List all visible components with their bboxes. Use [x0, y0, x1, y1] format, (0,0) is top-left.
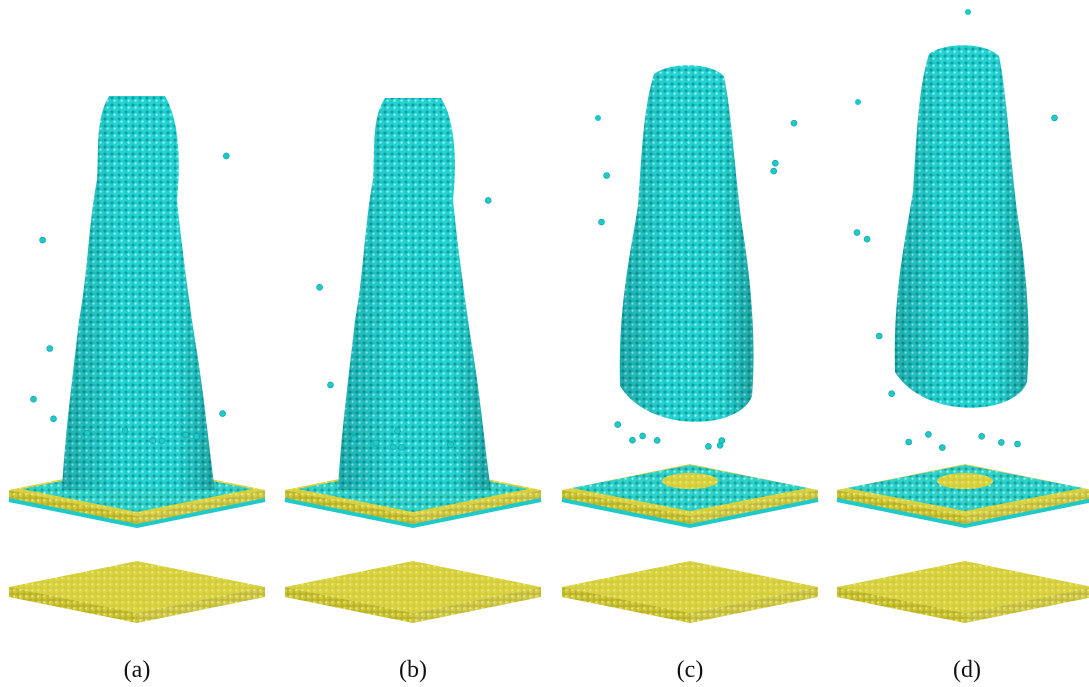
- panel-d-stray-atom: [925, 431, 932, 438]
- panel-d: [836, 45, 1089, 623]
- panel-c-stray-atom: [639, 432, 646, 440]
- panel-c-lower-substrate: [562, 561, 818, 623]
- panel-a-lower-substrate: [9, 561, 265, 623]
- panel-a-stray-atom: [158, 437, 166, 445]
- panel-a-stray-atom: [223, 152, 230, 160]
- panel-label-b: (b): [399, 657, 427, 683]
- panel-a-column-shade: [62, 96, 215, 490]
- panel-c-stray-atom: [770, 167, 778, 175]
- panel-d-stray-atom: [997, 439, 1005, 446]
- panel-b-stray-atom: [372, 439, 380, 447]
- panel-b-upper-substrate-right-face: [413, 490, 541, 526]
- panel-b-stray-atom: [447, 441, 454, 448]
- panel-b-stray-atom: [394, 427, 401, 435]
- panels-group: [8, 9, 1089, 623]
- panel-d-stray-atom: [1014, 440, 1021, 448]
- panel-a-stray-atom: [46, 345, 54, 352]
- panel-d-stray-atom: [888, 390, 896, 398]
- panel-a-lower-substrate-left-face: [9, 587, 137, 623]
- stray-atom-c-left: [595, 115, 601, 121]
- panel-a: [8, 96, 266, 623]
- panel-d-upper-substrate-right-face: [965, 490, 1089, 526]
- panel-a-stray-atom: [219, 410, 226, 417]
- panel-b-stray-atom: [389, 443, 397, 451]
- panel-c: [561, 65, 819, 623]
- panel-a-upper-substrate-right-face: [137, 490, 265, 526]
- panel-c-upper-substrate-right-face: [690, 490, 818, 526]
- panel-c-column-shade: [619, 65, 754, 422]
- panel-b-stray-atom: [350, 435, 358, 442]
- panel-b-lower-substrate-right-face: [413, 587, 541, 623]
- panel-d-stray-atom: [863, 235, 871, 243]
- panel-b-lower-substrate-top-face: [285, 561, 541, 613]
- panel-label-d: (d): [953, 657, 981, 683]
- panel-c-stray-atom: [629, 436, 636, 444]
- panel-b-upper-substrate-left-face: [285, 490, 413, 526]
- panel-d-upper-substrate-left-face: [837, 490, 965, 526]
- panel-b-stray-atom: [484, 197, 492, 204]
- panel-d-lower-substrate: [837, 561, 1089, 623]
- panel-b-stray-atom: [327, 381, 334, 389]
- panel-c-lower-substrate-right-face: [690, 587, 818, 623]
- panel-b-stray-atom: [398, 444, 406, 451]
- panel-b-lower-substrate-left-face: [285, 587, 413, 623]
- panel-b-stray-atom: [316, 283, 323, 291]
- panel-b-upper-substrate-atom-rim: [284, 498, 542, 529]
- panel-c-stray-atom: [771, 159, 779, 167]
- panel-a-stray-atom: [193, 433, 200, 440]
- panel-c-stray-atom: [718, 437, 726, 444]
- panel-c-stray-atom: [705, 443, 712, 450]
- panel-c-film-hole: [662, 473, 718, 489]
- panel-d-upper-substrate-atom-rim: [836, 498, 1089, 529]
- panel-c-stray-atom: [653, 437, 661, 444]
- panel-d-lower-substrate-top-face: [837, 561, 1089, 613]
- panel-d-stray-atom: [875, 332, 883, 340]
- panel-d-lower-substrate-left-face: [837, 587, 965, 623]
- panel-d-column-shade: [894, 45, 1029, 408]
- panel-a-lower-substrate-top-face: [9, 561, 265, 613]
- panel-d-lower-substrate-right-face: [965, 587, 1089, 623]
- panel-c-stray-atom: [603, 172, 610, 179]
- panel-label-a: (a): [123, 657, 151, 683]
- panel-b-lower-substrate: [285, 561, 541, 623]
- panel-a-stray-atom: [121, 427, 129, 435]
- panel-label-c: (c): [676, 657, 704, 683]
- panel-c-upper-substrate-atom-rim: [561, 498, 819, 529]
- panel-c-stray-atom: [614, 421, 622, 428]
- panel-d-stray-atom: [1051, 114, 1058, 122]
- panel-d-stray-atom: [853, 229, 861, 236]
- panel-a-stray-atom: [149, 437, 156, 445]
- panel-a-stray-atom: [30, 395, 37, 403]
- panel-a-upper-substrate-left-face: [9, 490, 137, 526]
- panel-b-column-shade: [338, 98, 491, 490]
- panel-a-upper-substrate-atom-rim: [8, 498, 266, 529]
- panel-d-stray-atom: [978, 432, 986, 440]
- panel-d-stray-atom: [938, 444, 946, 451]
- panel-d-stray-atom: [905, 438, 913, 446]
- stray-atom-top: [965, 9, 971, 15]
- stray-atom-d-left: [855, 99, 861, 105]
- panel-a-stray-atom: [182, 431, 189, 439]
- panel-a-stray-atom: [50, 415, 57, 423]
- panel-a-stray-atom: [84, 429, 91, 437]
- panel-a-stray-atom: [39, 236, 46, 244]
- panel-a-lower-substrate-right-face: [137, 587, 265, 623]
- panel-b: [284, 98, 542, 623]
- panel-c-upper-substrate-left-face: [562, 490, 690, 526]
- panel-c-stray-atom: [598, 218, 605, 226]
- panel-c-lower-substrate-left-face: [562, 587, 690, 623]
- panel-d-film-hole: [937, 473, 993, 489]
- panel-c-lower-substrate-top-face: [562, 561, 818, 613]
- panel-c-stray-atom: [790, 119, 798, 127]
